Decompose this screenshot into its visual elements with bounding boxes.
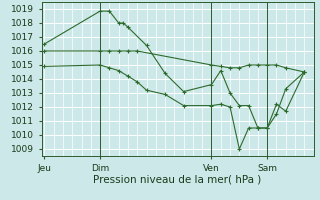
X-axis label: Pression niveau de la mer( hPa ): Pression niveau de la mer( hPa ) <box>93 174 262 184</box>
